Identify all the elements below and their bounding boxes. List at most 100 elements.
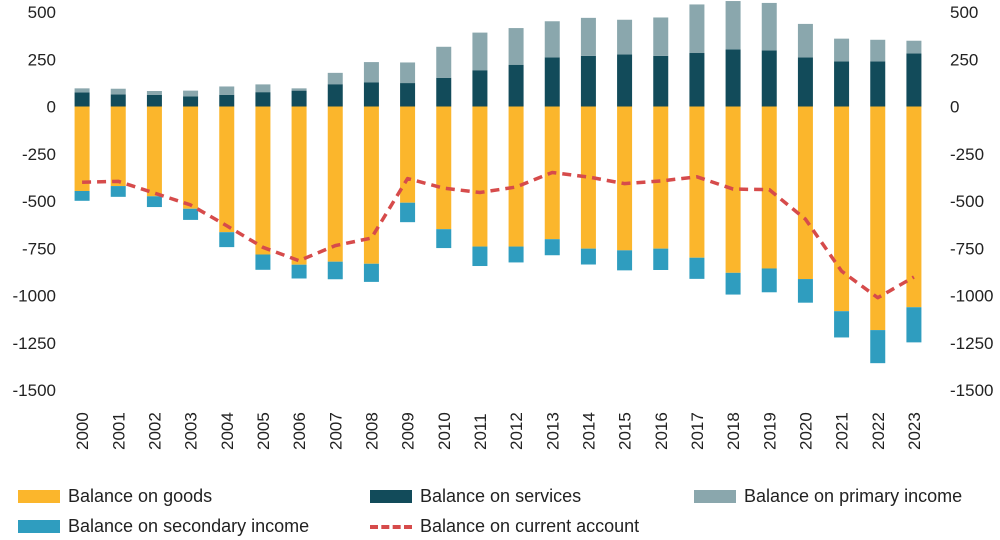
bar-services-2003 xyxy=(183,96,199,107)
left-tick-label: -500 xyxy=(22,192,56,211)
bar-services-2009 xyxy=(400,83,416,107)
bar-services-2002 xyxy=(146,94,162,107)
x-tick-label-2011: 2011 xyxy=(471,413,490,450)
bar-primary-income-2013 xyxy=(544,21,560,58)
x-tick-label-2021: 2021 xyxy=(833,412,852,450)
right-tick-label: 250 xyxy=(950,50,978,69)
bar-goods-2015 xyxy=(617,106,633,251)
bar-goods-2009 xyxy=(400,106,416,203)
bar-goods-2000 xyxy=(74,106,90,191)
x-tick-label-2009: 2009 xyxy=(399,412,418,450)
left-tick-label: 500 xyxy=(28,3,56,22)
x-axis: 2000 2001 2002 2003 2004 2005 2006 2007 2008 2009… xyxy=(73,412,924,450)
bar-goods-2022 xyxy=(870,106,886,331)
x-tick-label-2017: 2017 xyxy=(688,412,707,450)
x-tick-label-2002: 2002 xyxy=(145,412,164,450)
bar-primary-income-2021 xyxy=(834,38,850,62)
bar-services-2004 xyxy=(219,94,235,107)
bar-secondary-income-2001 xyxy=(110,186,126,197)
legend-item-services: Balance on services xyxy=(370,486,581,507)
bar-secondary-income-2014 xyxy=(580,248,596,265)
bar-goods-2001 xyxy=(110,106,126,187)
bar-primary-income-2012 xyxy=(508,28,524,65)
bar-primary-income-2009 xyxy=(400,62,416,84)
bar-goods-2017 xyxy=(689,106,705,258)
bar-primary-income-2001 xyxy=(110,88,126,95)
bar-primary-income-2020 xyxy=(797,23,813,58)
right-tick-label: -500 xyxy=(950,192,984,211)
bar-services-2023 xyxy=(906,53,922,107)
bar-secondary-income-2013 xyxy=(544,239,560,256)
bar-services-2010 xyxy=(436,77,452,107)
bar-goods-2006 xyxy=(291,106,307,265)
x-tick-label-2012: 2012 xyxy=(507,412,526,450)
bar-primary-income-2016 xyxy=(653,17,669,56)
legend-item-goods: Balance on goods xyxy=(18,486,212,507)
x-tick-label-2020: 2020 xyxy=(796,412,815,450)
bar-secondary-income-2010 xyxy=(436,229,452,249)
bar-primary-income-2010 xyxy=(436,46,452,78)
x-tick-label-2016: 2016 xyxy=(652,412,671,450)
x-tick-label-2003: 2003 xyxy=(182,412,201,450)
legend-label-goods: Balance on goods xyxy=(68,486,213,506)
bar-primary-income-2017 xyxy=(689,4,705,54)
bar-services-2016 xyxy=(653,55,669,107)
bar-goods-2005 xyxy=(255,106,271,255)
right-tick-label: -750 xyxy=(950,239,984,258)
bar-services-2021 xyxy=(834,61,850,107)
x-tick-label-2014: 2014 xyxy=(579,412,598,450)
legend-swatch-goods xyxy=(18,490,60,503)
bar-primary-income-2000 xyxy=(74,88,90,93)
current-account-line xyxy=(82,170,915,300)
left-tick-label: 250 xyxy=(28,50,56,69)
right-tick-label: 500 xyxy=(950,3,978,22)
x-tick-label-2013: 2013 xyxy=(543,412,562,450)
legend-label-services: Balance on services xyxy=(420,486,582,506)
x-tick-label-2010: 2010 xyxy=(435,412,454,450)
x-tick-label-2007: 2007 xyxy=(326,412,345,450)
bar-services-2012 xyxy=(508,64,524,107)
left-tick-label: -1000 xyxy=(13,287,56,306)
bar-goods-2003 xyxy=(183,106,199,209)
legend-item-secondary-income: Balance on secondary income xyxy=(18,516,309,537)
bar-secondary-income-2011 xyxy=(472,246,488,267)
bar-primary-income-2018 xyxy=(725,1,741,50)
bar-goods-2012 xyxy=(508,106,524,247)
left-tick-label: -750 xyxy=(22,239,56,258)
bar-services-2000 xyxy=(74,92,90,107)
bar-goods-2016 xyxy=(653,106,669,249)
left-tick-label: -1500 xyxy=(13,381,56,400)
bar-services-2014 xyxy=(580,55,596,107)
bar-goods-2014 xyxy=(580,106,596,249)
x-tick-label-2008: 2008 xyxy=(362,412,381,450)
bar-goods-2004 xyxy=(219,106,235,233)
right-tick-label: -1250 xyxy=(950,334,993,353)
bars-group xyxy=(74,1,922,364)
bar-secondary-income-2019 xyxy=(761,268,777,293)
bar-primary-income-2008 xyxy=(363,62,379,83)
left-tick-label: 0 xyxy=(47,98,56,117)
bar-services-2017 xyxy=(689,53,705,107)
x-tick-label-2000: 2000 xyxy=(73,412,92,450)
bar-primary-income-2006 xyxy=(291,88,307,91)
bar-services-2011 xyxy=(472,70,488,107)
bar-primary-income-2015 xyxy=(617,19,633,55)
chart: 500 250 0 -250 -500 -750 -1000 -1250 -1500 500 25… xyxy=(13,1,993,450)
bar-primary-income-2011 xyxy=(472,32,488,71)
bar-goods-2020 xyxy=(797,106,813,280)
bar-primary-income-2002 xyxy=(146,91,162,95)
x-tick-label-2015: 2015 xyxy=(616,412,635,450)
right-y-axis: 500 250 0 -250 -500 -750 -1000 -1250 -1500 xyxy=(950,3,993,400)
bar-goods-2007 xyxy=(327,106,343,262)
x-tick-label-2022: 2022 xyxy=(869,412,888,450)
x-tick-label-2019: 2019 xyxy=(760,412,779,450)
bar-primary-income-2019 xyxy=(761,2,777,51)
bar-secondary-income-2021 xyxy=(834,311,850,338)
bar-goods-2023 xyxy=(906,106,922,308)
legend-swatch-current-account xyxy=(370,524,412,529)
bar-goods-2008 xyxy=(363,106,379,264)
legend-item-primary-income: Balance on primary income xyxy=(694,486,962,507)
bar-services-2001 xyxy=(110,94,126,107)
bar-secondary-income-2017 xyxy=(689,257,705,279)
left-tick-label: -250 xyxy=(22,145,56,164)
